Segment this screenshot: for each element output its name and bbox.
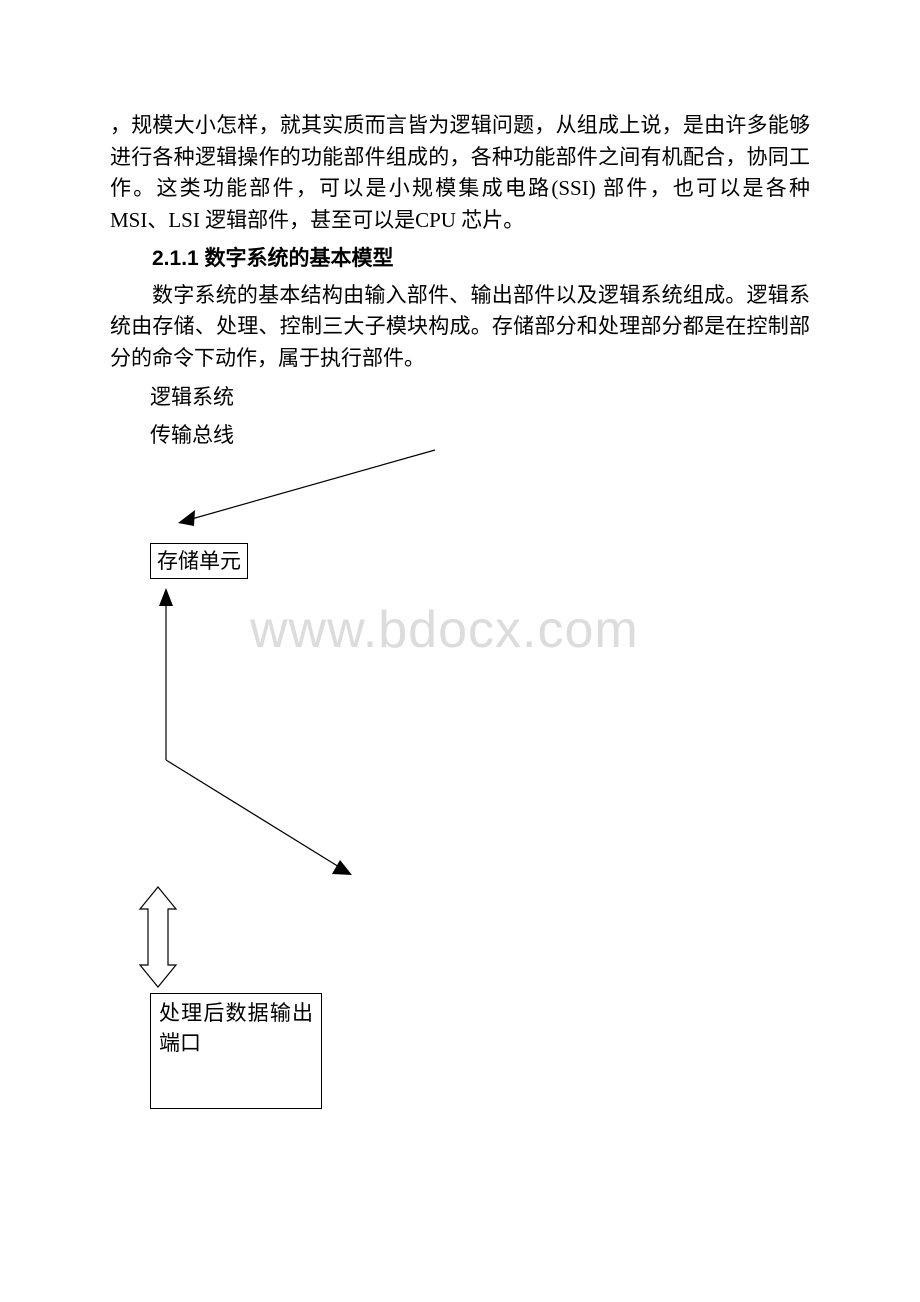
section-heading: 2.1.1 数字系统的基本模型 xyxy=(110,242,810,276)
document-page: ，规模大小怎样，就其实质而言皆为逻辑问题，从组成上说，是由许多能够进行各种逻辑操… xyxy=(0,0,920,1302)
paragraph-body: 数字系统的基本结构由输入部件、输出部件以及逻辑系统组成。逻辑系统由存储、处理、控… xyxy=(110,280,810,375)
paragraph-intro: ，规模大小怎样，就其实质而言皆为逻辑问题，从组成上说，是由许多能够进行各种逻辑操… xyxy=(110,110,810,236)
diagram-box-output-line1: 处理后数据输出 xyxy=(159,998,313,1028)
arrow-bus-to-storage xyxy=(178,450,435,526)
arrow-diagonal-down-right xyxy=(166,760,352,875)
double-arrow-vertical xyxy=(140,887,176,987)
diagram-label-bus: 传输总线 xyxy=(150,420,234,452)
watermark-text: www.bdocx.com xyxy=(250,600,639,660)
diagram-box-storage: 存储单元 xyxy=(150,543,248,579)
diagram-box-output: 处理后数据输出 端口 xyxy=(150,993,322,1109)
diagram-label-logic-system: 逻辑系统 xyxy=(150,382,234,414)
diagram-box-output-line2: 端口 xyxy=(159,1028,313,1058)
arrow-up-to-storage xyxy=(159,588,173,760)
